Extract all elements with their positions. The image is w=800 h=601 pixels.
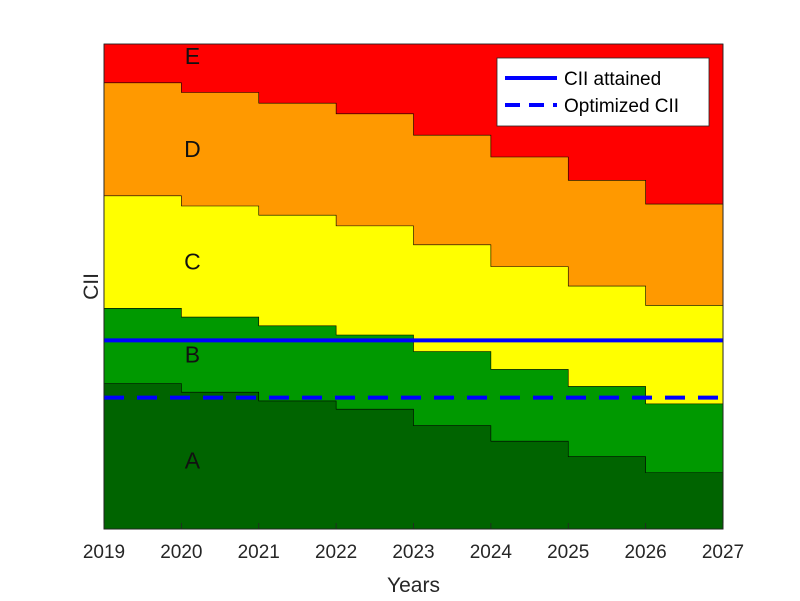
rating-bands [103,43,724,530]
x-axis-label: Years [387,574,440,597]
x-tick-label: 2027 [702,542,744,563]
zone-label-e: E [185,43,200,69]
legend-box [496,57,710,127]
x-tick-label: 2020 [160,542,202,563]
legend-entry: Optimized CII [564,96,679,117]
x-tick-label: 2024 [470,542,513,563]
zone-label-d: D [184,136,201,162]
zone-label-b: B [185,342,200,368]
zone-label-c: C [184,249,201,275]
zone-labels: A B C D E [184,43,201,473]
cii-series-lines [104,338,723,400]
x-tick-label: 2026 [624,542,666,563]
legend: CII attained Optimized CII [496,57,710,127]
y-axis-label: CII [80,273,103,300]
x-tick-label: 2023 [392,542,434,563]
x-axis-ticks: 2019 2020 2021 2022 2023 2024 2025 2026 2027 [83,523,744,563]
x-tick-label: 2019 [83,542,125,563]
x-tick-label: 2022 [315,542,357,563]
x-tick-label: 2021 [238,542,280,563]
legend-entry: CII attained [564,69,661,90]
band-a [103,383,724,530]
zone-label-a: A [185,448,201,474]
x-tick-label: 2025 [547,542,589,563]
